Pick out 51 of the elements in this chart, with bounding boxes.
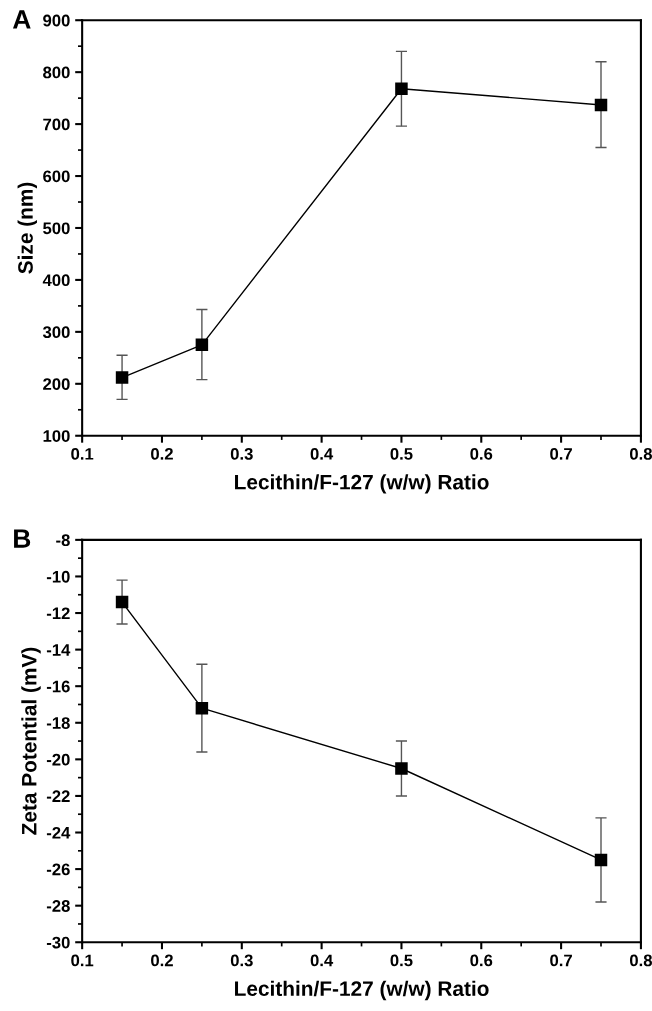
y-tick-label: 100: [43, 430, 70, 442]
x-tick-label: 0.6: [470, 447, 493, 460]
y-tick-label: -20: [46, 753, 70, 766]
y-tick-label: 700: [43, 118, 70, 131]
y-tick-label: -26: [46, 863, 70, 876]
point: [594, 98, 608, 112]
point: [195, 701, 209, 715]
x-tick-label: 0.7: [550, 954, 572, 967]
x-tick-label: 0.2: [151, 954, 173, 967]
y-tick-label: 500: [43, 222, 70, 235]
x-tick-label: 0.4: [310, 954, 334, 967]
y-tick-label: -18: [46, 717, 70, 729]
x-tick-label: 0.8: [629, 954, 652, 967]
x-tick-label: 0.5: [390, 954, 413, 967]
y-tick-label: -22: [46, 790, 70, 802]
x-tick-label: 0.3: [230, 447, 253, 460]
y-tick-label: 900: [43, 14, 70, 27]
x-tick-label: 0.4: [310, 447, 334, 460]
x-tick-label: 0.6: [470, 954, 493, 967]
point: [594, 853, 608, 867]
y-axis-title: Zeta Potential (mV): [21, 647, 41, 835]
x-tick-label: 0.8: [629, 447, 652, 460]
y-tick-label: 600: [43, 170, 70, 183]
point: [195, 338, 209, 352]
y-tick-label: 400: [42, 274, 70, 287]
y-tick-label: -28: [46, 900, 70, 912]
y-tick-label: -8: [56, 534, 70, 547]
point: [395, 762, 408, 775]
y-tick-label: -10: [46, 570, 70, 583]
point: [115, 595, 129, 609]
x-tick-label: 0.1: [71, 447, 94, 460]
y-tick-label: -14: [46, 644, 71, 656]
y-tick-label: 800: [43, 66, 70, 79]
x-axis-title: Lecithin/F-127 (w/w) Ratio: [235, 474, 489, 494]
chart-title: B: [14, 529, 31, 548]
chart-title: A: [12, 10, 31, 29]
y-tick-label: 200: [43, 378, 70, 390]
y-tick-label: -30: [46, 936, 70, 949]
y-tick-label: -24: [46, 826, 71, 839]
x-tick-label: 0.1: [71, 954, 94, 967]
x-tick-label: 0.3: [230, 954, 253, 967]
y-tick-label: 300: [42, 326, 70, 339]
y-tick-label: -16: [46, 680, 70, 693]
point: [115, 371, 129, 384]
x-tick-label: 0.7: [550, 447, 572, 460]
y-tick-label: -12: [46, 607, 70, 620]
point: [395, 82, 408, 96]
x-tick-label: 0.5: [390, 447, 413, 460]
x-axis-title: Lecithin/F-127 (w/w) Ratio: [235, 980, 489, 1001]
y-axis-title: Size (nm): [17, 182, 37, 274]
x-tick-label: 0.2: [151, 447, 173, 460]
